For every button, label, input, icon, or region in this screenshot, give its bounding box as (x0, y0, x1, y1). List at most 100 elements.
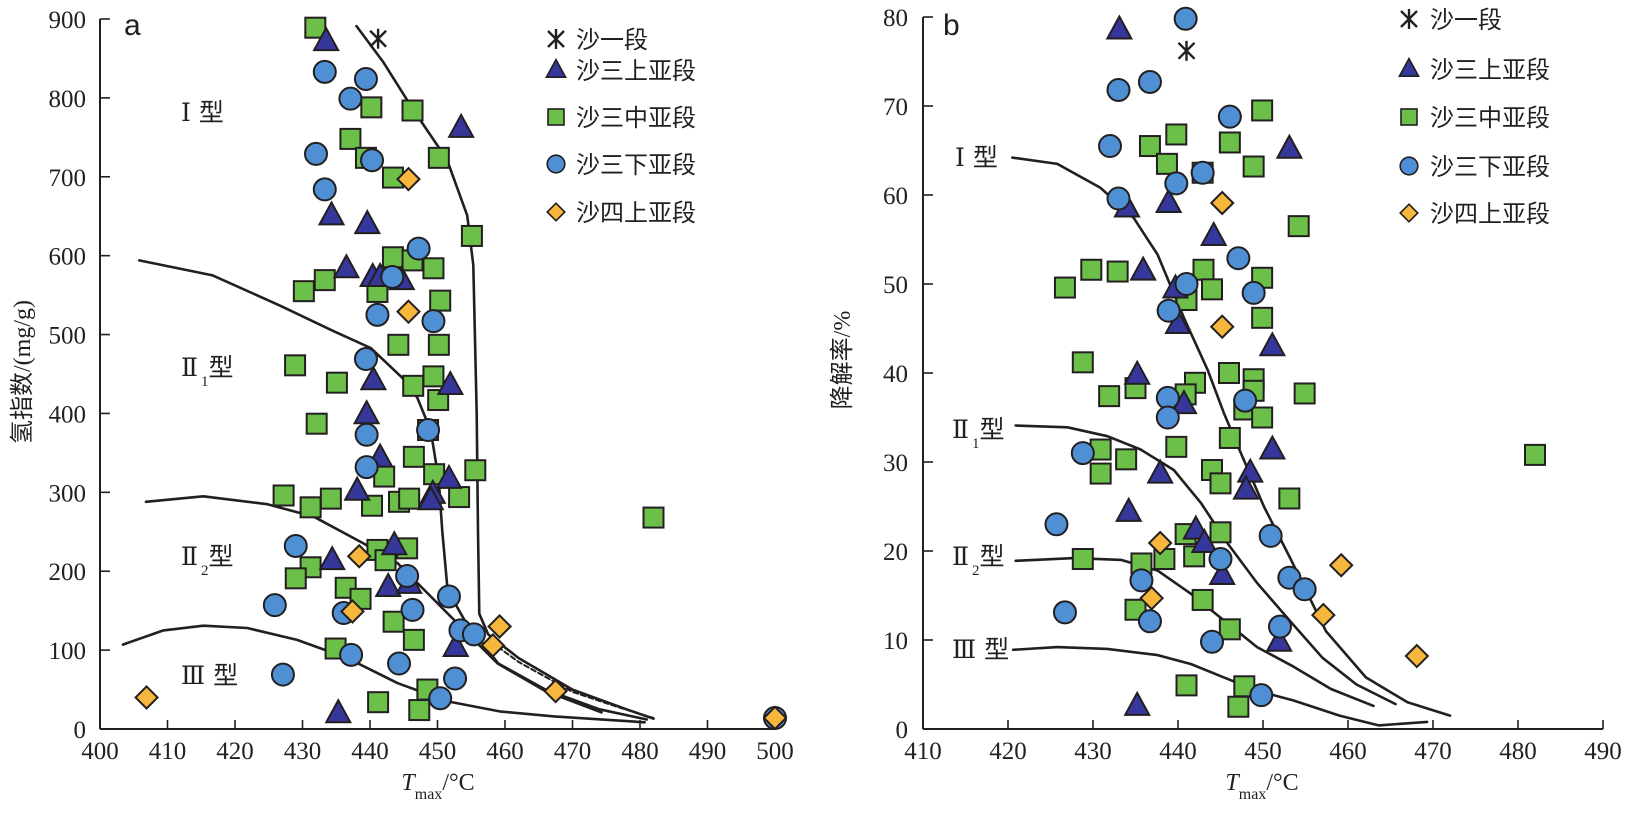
data-point-circle (1174, 272, 1199, 296)
data-point-square (1138, 135, 1161, 158)
data-point-circle (1106, 77, 1131, 102)
series-star (1177, 40, 1196, 61)
data-point-triangle (324, 698, 352, 724)
region-label-sub: 1 (972, 436, 980, 452)
legend-item: 沙三上亚段 (1398, 56, 1550, 84)
data-point-triangle (1236, 457, 1264, 483)
data-point-diamond (1328, 552, 1354, 578)
data-point-triangle (312, 26, 340, 52)
data-point-circle (312, 177, 337, 202)
data-point-diamond (396, 166, 421, 192)
data-point-square (1209, 521, 1232, 544)
legend-item: 沙一段 (547, 26, 648, 54)
data-point-circle (1249, 683, 1274, 708)
data-point-square (448, 486, 471, 509)
data-point-triangle (332, 253, 361, 279)
data-point-square (1165, 435, 1188, 458)
data-point-circle (360, 148, 385, 173)
data-point-square (1089, 462, 1112, 485)
series-diamond (1139, 190, 1430, 669)
data-point-circle (461, 622, 486, 647)
y-tick-label: 0 (74, 717, 87, 744)
data-point-triangle (317, 200, 346, 226)
x-tick-label: 410 (149, 738, 187, 765)
legend-marker (1400, 108, 1418, 126)
legend-label: 沙三中亚段 (1430, 104, 1550, 132)
data-point-circle (1241, 280, 1266, 305)
legend-square-icon (547, 108, 565, 126)
data-point-square (1155, 152, 1178, 175)
y-axis-title: 氢指数/(mg/g) (9, 300, 36, 444)
region-label-main: Ⅱ (952, 544, 969, 571)
data-point-square (398, 487, 421, 510)
data-point-circle (354, 422, 379, 447)
data-point-square (1278, 487, 1301, 510)
data-point-circle (1098, 134, 1122, 159)
data-point-circle (406, 236, 431, 261)
data-point-circle (353, 347, 378, 372)
x-tick-label: 430 (284, 738, 322, 765)
type-II2-boundary (144, 495, 603, 714)
x-axis-title: Tmax/°C (1225, 770, 1298, 803)
data-point-circle (1233, 388, 1258, 413)
y-tick-label: 10 (883, 628, 908, 655)
legend-star-icon (1400, 9, 1418, 29)
data-point-diamond (340, 599, 365, 624)
data-point-square (402, 374, 425, 397)
data-point-diamond (1209, 190, 1235, 216)
data-point-square (299, 496, 322, 519)
legend-triangle-icon (545, 57, 567, 79)
legend-label: 沙三下亚段 (1430, 153, 1550, 181)
data-point-triangle (380, 530, 408, 556)
legend-label: 沙三中亚段 (576, 104, 696, 132)
region-label: Ⅱ 2型 (181, 543, 234, 579)
series-circle (262, 59, 787, 730)
data-point-circle (1217, 104, 1242, 129)
data-point-triangle (436, 369, 465, 396)
data-point-square (1242, 155, 1265, 178)
data-point-square (382, 610, 405, 633)
data-point-square (313, 269, 336, 292)
data-point-square (402, 445, 425, 468)
region-label-main: Ⅱ (952, 417, 969, 444)
data-point-circle (1106, 186, 1131, 211)
data-point-square (1251, 99, 1274, 122)
x-tick-label: 440 (1159, 738, 1197, 765)
data-point-square (272, 484, 295, 507)
data-point-diamond (1404, 643, 1430, 669)
data-point-square (1251, 306, 1274, 329)
data-point-triangle (447, 112, 475, 138)
x-tick-label: 480 (621, 738, 659, 765)
data-point-circle (395, 563, 420, 588)
series-square (272, 16, 665, 722)
y-tick-label: 70 (883, 94, 908, 121)
data-point-circle (1268, 614, 1292, 639)
data-point-triangle (1265, 626, 1293, 652)
type-II1-boundary (137, 259, 649, 721)
y-tick-label: 200 (49, 559, 87, 586)
panel-a: a 400 410 420 430 440 450 460 470 480 490 500 0 100 2… (9, 7, 794, 803)
region-label-suffix: 型 (973, 144, 998, 172)
x-tick-label: 440 (351, 738, 389, 765)
x-axis-title-var: T (1225, 770, 1240, 796)
type-III-boundary (1011, 645, 1429, 727)
data-point-circle (400, 597, 425, 622)
data-point-triangle (1105, 14, 1134, 40)
x-tick-label: 450 (1244, 738, 1282, 765)
y-tick-label: 30 (883, 450, 908, 477)
data-point-square (305, 412, 328, 435)
data-point-circle (1156, 298, 1181, 323)
y-tick-label: 700 (49, 165, 87, 192)
data-point-square (367, 691, 390, 714)
y-tick-label: 40 (883, 361, 908, 388)
data-point-square (360, 96, 383, 119)
data-point-diamond (762, 705, 788, 731)
region-label-main: Ⅱ (181, 544, 198, 571)
data-point-diamond (1147, 530, 1173, 556)
data-point-triangle (1154, 187, 1183, 214)
data-point-triangle (1232, 474, 1260, 500)
data-point-triangle (1190, 527, 1219, 553)
legend-item: 沙三中亚段 (1400, 104, 1550, 132)
data-point-triangle (1146, 458, 1174, 484)
